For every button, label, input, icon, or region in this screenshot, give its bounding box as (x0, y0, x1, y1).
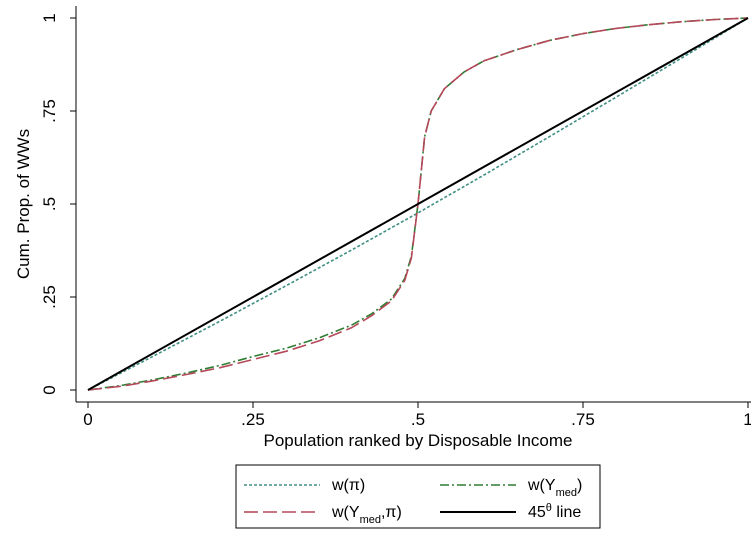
legend-label-part: ) (577, 477, 582, 494)
legend-label-part: line (552, 504, 581, 521)
x-tick-label: 0 (83, 410, 92, 429)
legend-label-w_ymed: w(Ymed) (527, 477, 582, 499)
x-tick-label: 1 (743, 410, 751, 429)
x-tick-label: .25 (241, 410, 265, 429)
x-axis-title: Population ranked by Disposable Income (263, 431, 572, 450)
legend-label-w_pi: w(π) (331, 477, 365, 494)
y-tick-label: .5 (40, 197, 59, 211)
y-tick-label: .75 (40, 99, 59, 123)
legend-label-part: w(Y (331, 504, 360, 521)
legend: w(π) w(Ymed)w(Ymed,π) 45θ line (235, 464, 601, 529)
series-layer (87, 17, 749, 391)
x-tick-label: .75 (571, 410, 595, 429)
y-tick-label: .25 (40, 285, 59, 309)
legend-label-part: med (556, 487, 577, 499)
legend-label-part: θ (546, 502, 552, 514)
y-tick-label: 1 (40, 13, 59, 22)
y-tick-label: 0 (40, 385, 59, 394)
legend-label-part: ,π) (381, 504, 402, 521)
x-ticks: 0 .25 .5 .75 1 (83, 402, 751, 429)
legend-label-w_ymed_pi: w(Ymed,π) (331, 504, 402, 526)
legend-box (235, 464, 601, 529)
legend-label-line45: 45θ line (528, 502, 581, 521)
legend-label-part: w(Y (527, 477, 556, 494)
legend-label-part: 45 (528, 504, 546, 521)
x-tick-label: .5 (411, 410, 425, 429)
legend-label-part: med (360, 514, 381, 526)
series-line-line45 (87, 17, 749, 391)
y-axis-title: Cum. Prop. of WWs (14, 129, 33, 279)
legend-items: w(π) w(Ymed)w(Ymed,π) 45θ line (244, 477, 582, 526)
legend-label-part: w(π) (331, 477, 365, 494)
y-ticks: 0 .25 .5 .75 1 (40, 13, 76, 395)
plot-area (76, 6, 751, 402)
